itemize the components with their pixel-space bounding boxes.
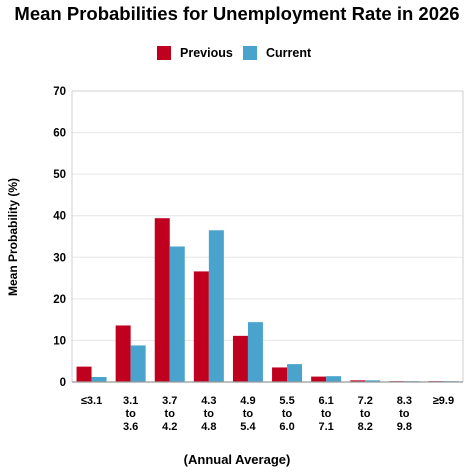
bar-previous bbox=[193, 271, 209, 382]
x-tick-label: 5.5 to 6.0 bbox=[279, 395, 294, 433]
bar-current bbox=[130, 345, 146, 382]
x-tick-label: 3.1 to 3.6 bbox=[123, 395, 138, 433]
bar-current bbox=[365, 380, 381, 382]
legend-swatch-current bbox=[243, 46, 257, 60]
y-tick-label: 70 bbox=[53, 86, 66, 98]
legend-label-current: Current bbox=[266, 46, 312, 60]
bar-current bbox=[247, 322, 263, 382]
bar-current bbox=[287, 364, 303, 382]
bar-previous bbox=[272, 367, 288, 382]
x-tick-label: 6.1 to 7.1 bbox=[319, 395, 334, 433]
y-tick-label: 30 bbox=[53, 252, 66, 264]
legend-swatch-previous bbox=[157, 46, 171, 60]
x-tick-label: ≤3.1 bbox=[81, 395, 102, 407]
chart-title: Mean Probabilities for Unemployment Rate… bbox=[14, 3, 460, 24]
y-tick-label: 10 bbox=[53, 335, 66, 347]
legend-item-previous: Previous bbox=[157, 44, 233, 62]
legend-item-current: Current bbox=[243, 44, 311, 62]
x-tick-label: 4.9 to 5.4 bbox=[240, 395, 256, 433]
x-tick-label: 3.7 to 4.2 bbox=[162, 395, 177, 433]
legend-label-previous: Previous bbox=[180, 46, 233, 60]
x-tick-label: 8.3 to 9.8 bbox=[397, 395, 412, 433]
x-tick-label: ≥9.9 bbox=[433, 395, 454, 407]
x-tick-label: 7.2 to 8.2 bbox=[358, 395, 373, 433]
bar-current bbox=[91, 377, 107, 382]
y-tick-label: 0 bbox=[60, 377, 66, 389]
y-tick-label: 60 bbox=[53, 128, 66, 140]
bar-previous bbox=[311, 376, 327, 382]
x-tick-label: 4.3 to 4.8 bbox=[201, 395, 216, 433]
x-axis-label: (Annual Average) bbox=[183, 452, 291, 467]
bar-previous bbox=[232, 335, 248, 382]
bar-current bbox=[208, 230, 224, 382]
bar-current bbox=[169, 246, 185, 382]
bar-previous bbox=[76, 366, 92, 382]
bar-previous bbox=[154, 218, 170, 382]
y-tick-label: 20 bbox=[53, 294, 66, 306]
y-tick-label: 40 bbox=[53, 211, 66, 223]
y-tick-label: 50 bbox=[53, 169, 66, 181]
bar-previous bbox=[350, 380, 366, 382]
chart-legend: Previous Current bbox=[0, 44, 474, 62]
bar-previous bbox=[115, 325, 131, 382]
bar-current bbox=[326, 376, 342, 382]
